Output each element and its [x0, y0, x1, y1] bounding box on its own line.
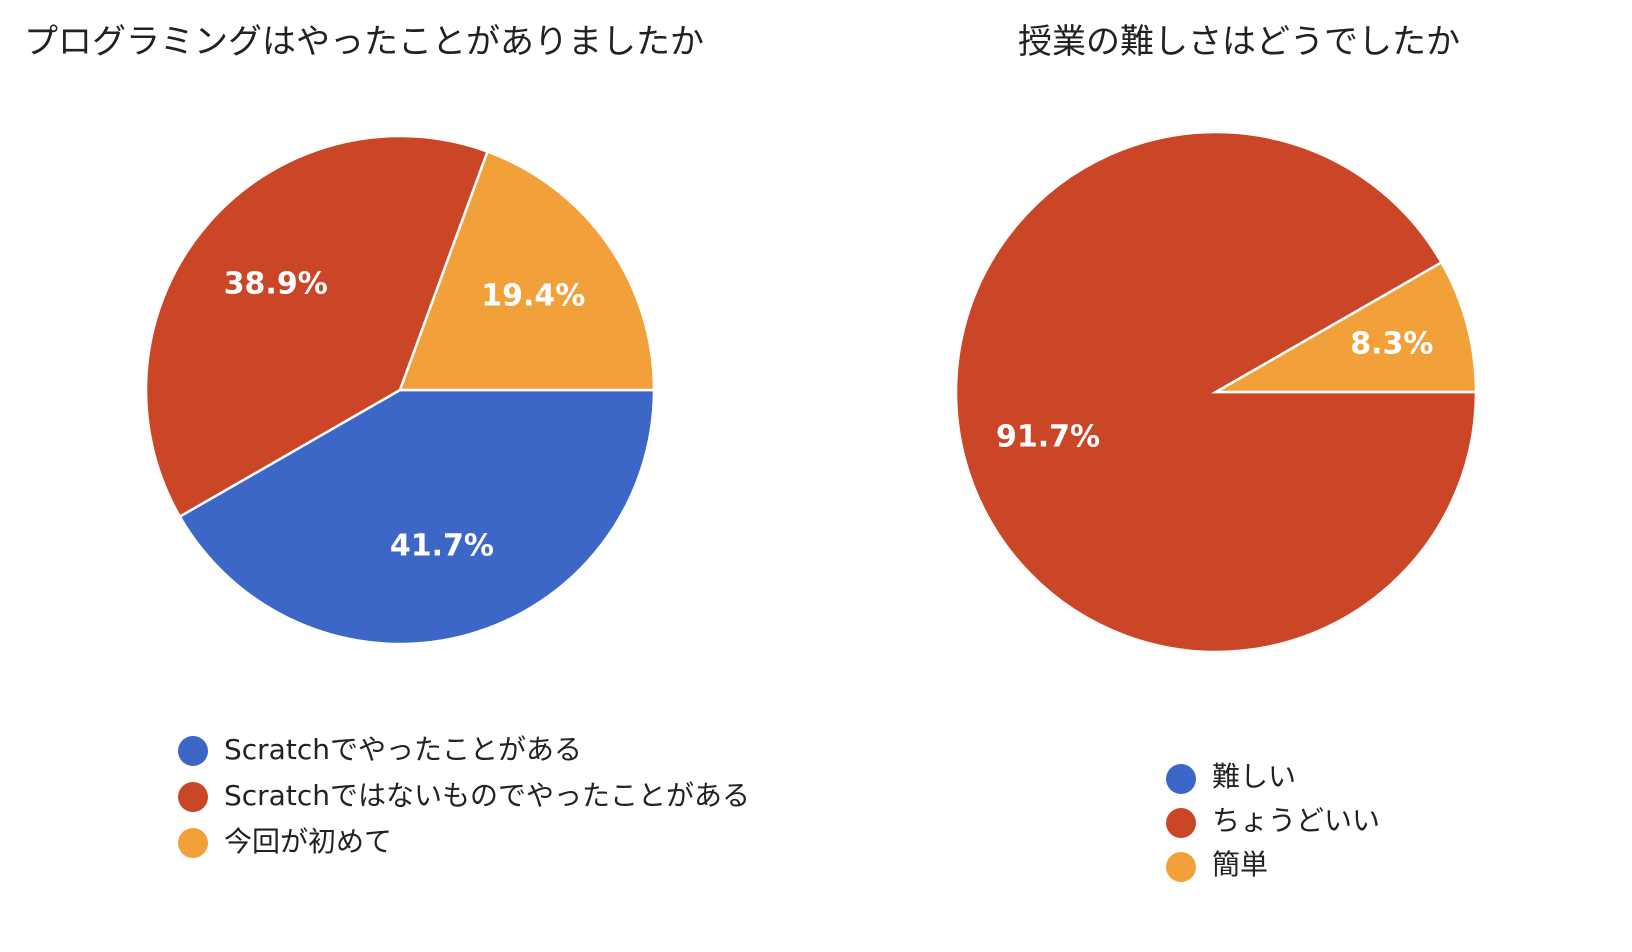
legend-item: 難しい	[1166, 758, 1566, 796]
chart-panel-class-difficulty: 授業の難しさはどうでしたか 91.7% 8.3% 難しい ちょうどいい 簡単	[820, 0, 1632, 952]
pie-data-label: 41.7%	[390, 529, 494, 564]
pie-chart: 91.7% 8.3%	[954, 130, 1478, 654]
legend-item: 今回が初めて	[178, 822, 778, 862]
pie-data-label: 19.4%	[481, 278, 585, 313]
pie-slice	[144, 134, 490, 519]
chart-panel-programming-experience: プログラミングはやったことがありましたか 41.7% 38.9% 19.4% Scr…	[24, 22, 778, 868]
pie-data-label: 91.7%	[996, 420, 1100, 455]
chart-title: プログラミングはやったことがありましたか	[24, 22, 704, 62]
legend: Scratchでやったことがある Scratchではないものでやったことがある …	[178, 730, 778, 868]
legend-label: ちょうどいい	[1212, 804, 1381, 837]
legend-dot	[178, 828, 208, 858]
pie-data-label: 38.9%	[224, 267, 328, 302]
legend-dot	[1166, 852, 1196, 882]
legend-label: Scratchではないものでやったことがある	[224, 779, 750, 812]
legend-dot	[1166, 764, 1196, 794]
legend-label: Scratchでやったことがある	[224, 733, 582, 766]
pie-chart: 41.7% 38.9% 19.4%	[144, 134, 656, 646]
chart-title: 授業の難しさはどうでしたか	[1018, 22, 1460, 62]
pie-slice	[178, 388, 656, 646]
legend-dot	[178, 736, 208, 766]
legend-label: 難しい	[1212, 760, 1297, 793]
legend-item: 簡単	[1166, 846, 1566, 884]
legend: 難しい ちょうどいい 簡単	[1166, 758, 1566, 890]
legend-item: Scratchではないものでやったことがある	[178, 776, 778, 816]
pie-slice	[398, 149, 656, 392]
legend-dot	[1166, 808, 1196, 838]
pie-data-label: 8.3%	[1350, 327, 1433, 362]
legend-item: ちょうどいい	[1166, 802, 1566, 840]
legend-label: 簡単	[1212, 848, 1269, 881]
legend-label: 今回が初めて	[224, 825, 393, 858]
legend-dot	[178, 782, 208, 812]
pie-slice	[1211, 260, 1478, 394]
legend-item: Scratchでやったことがある	[178, 730, 778, 770]
